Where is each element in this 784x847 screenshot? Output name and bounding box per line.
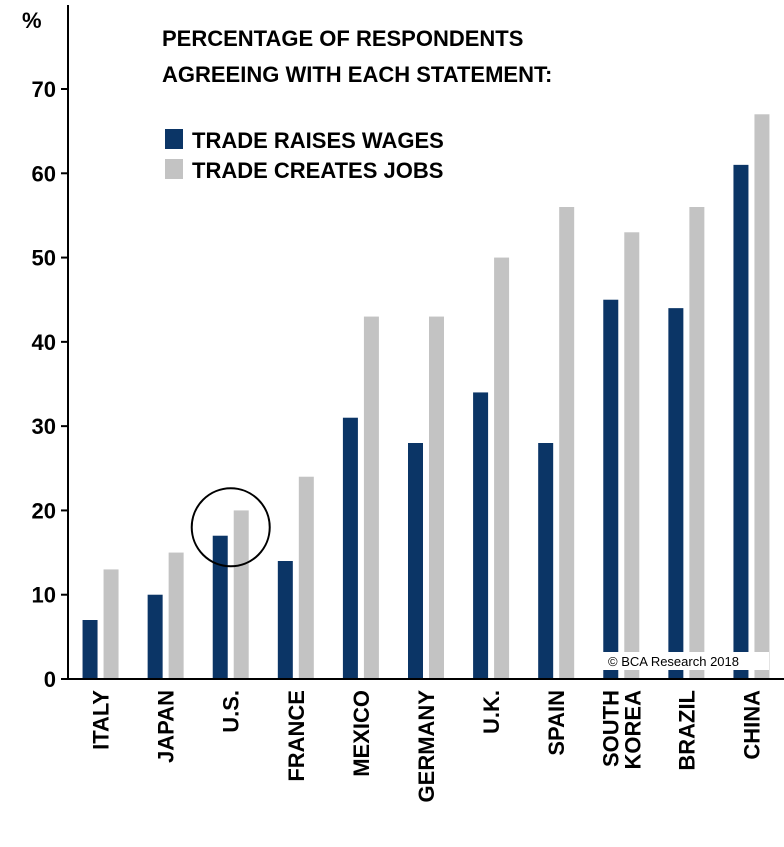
y-tick-label: 30 (32, 414, 56, 439)
category-label: SPAIN (544, 690, 569, 756)
bar-trade-raises-wages (147, 594, 163, 679)
bar-trade-raises-wages (342, 417, 358, 679)
bar-trade-creates-jobs (103, 569, 119, 679)
bar-trade-creates-jobs (624, 232, 640, 680)
bar-trade-raises-wages (212, 535, 228, 679)
category-label: SOUTH (598, 690, 623, 767)
bar-trade-creates-jobs (559, 207, 575, 679)
category-label: ITALY (89, 690, 114, 750)
category-label: GERMANY (414, 690, 439, 803)
legend: TRADE RAISES WAGES TRADE CREATES JOBS (165, 128, 444, 183)
chart-title-line-1: PERCENTAGE OF RESPONDENTS (162, 26, 523, 51)
bars-group (82, 114, 770, 680)
credit-background (603, 652, 769, 670)
bar-trade-raises-wages (538, 443, 554, 679)
y-tick-label: 0 (44, 667, 56, 692)
y-tick-label: 40 (32, 330, 56, 355)
bar-trade-creates-jobs (494, 257, 510, 679)
highlight-circle (190, 487, 271, 568)
category-label: BRAZIL (674, 690, 699, 771)
y-ticks-group: 0 10 20 30 40 50 60 70 (32, 77, 68, 692)
y-axis-unit-label: % (22, 8, 42, 33)
chart-title-line-2: AGREEING WITH EACH STATEMENT: (162, 62, 552, 87)
credit-text: © BCA Research 2018 (608, 654, 739, 669)
category-labels-group: ITALY JAPAN U.S. FRANCE MEXICO GERMANY U.K. SPA… (89, 690, 765, 803)
legend-label: TRADE CREATES JOBS (192, 158, 443, 183)
bar-trade-raises-wages (603, 299, 619, 679)
y-tick-label: 50 (32, 246, 56, 271)
bar-trade-raises-wages (277, 561, 293, 679)
category-label: JAPAN (154, 690, 179, 763)
bar-trade-creates-jobs (429, 316, 444, 679)
legend-label: TRADE RAISES WAGES (192, 128, 444, 153)
y-tick-label: 10 (32, 583, 56, 608)
bar-trade-raises-wages (408, 443, 423, 679)
bar-trade-creates-jobs (754, 114, 770, 680)
category-label: KOREA (620, 690, 645, 770)
y-tick-label: 20 (32, 498, 56, 523)
bar-trade-creates-jobs (363, 316, 379, 679)
category-label: CHINA (739, 690, 764, 760)
bar-trade-creates-jobs (168, 552, 184, 679)
category-label: U.K. (479, 690, 504, 734)
category-label: FRANCE (284, 690, 309, 782)
legend-swatch (165, 159, 183, 179)
legend-swatch (165, 129, 183, 149)
bar-trade-raises-wages (668, 308, 684, 679)
bar-trade-creates-jobs (233, 510, 249, 679)
y-tick-label: 70 (32, 77, 56, 102)
category-label: U.S. (219, 690, 244, 733)
bar-trade-raises-wages (473, 392, 489, 679)
bar-trade-raises-wages (82, 620, 98, 679)
bar-trade-creates-jobs (689, 207, 705, 679)
category-label: MEXICO (349, 690, 374, 777)
y-tick-label: 60 (32, 161, 56, 186)
bar-trade-creates-jobs (298, 476, 314, 679)
bar-trade-raises-wages (733, 164, 749, 679)
